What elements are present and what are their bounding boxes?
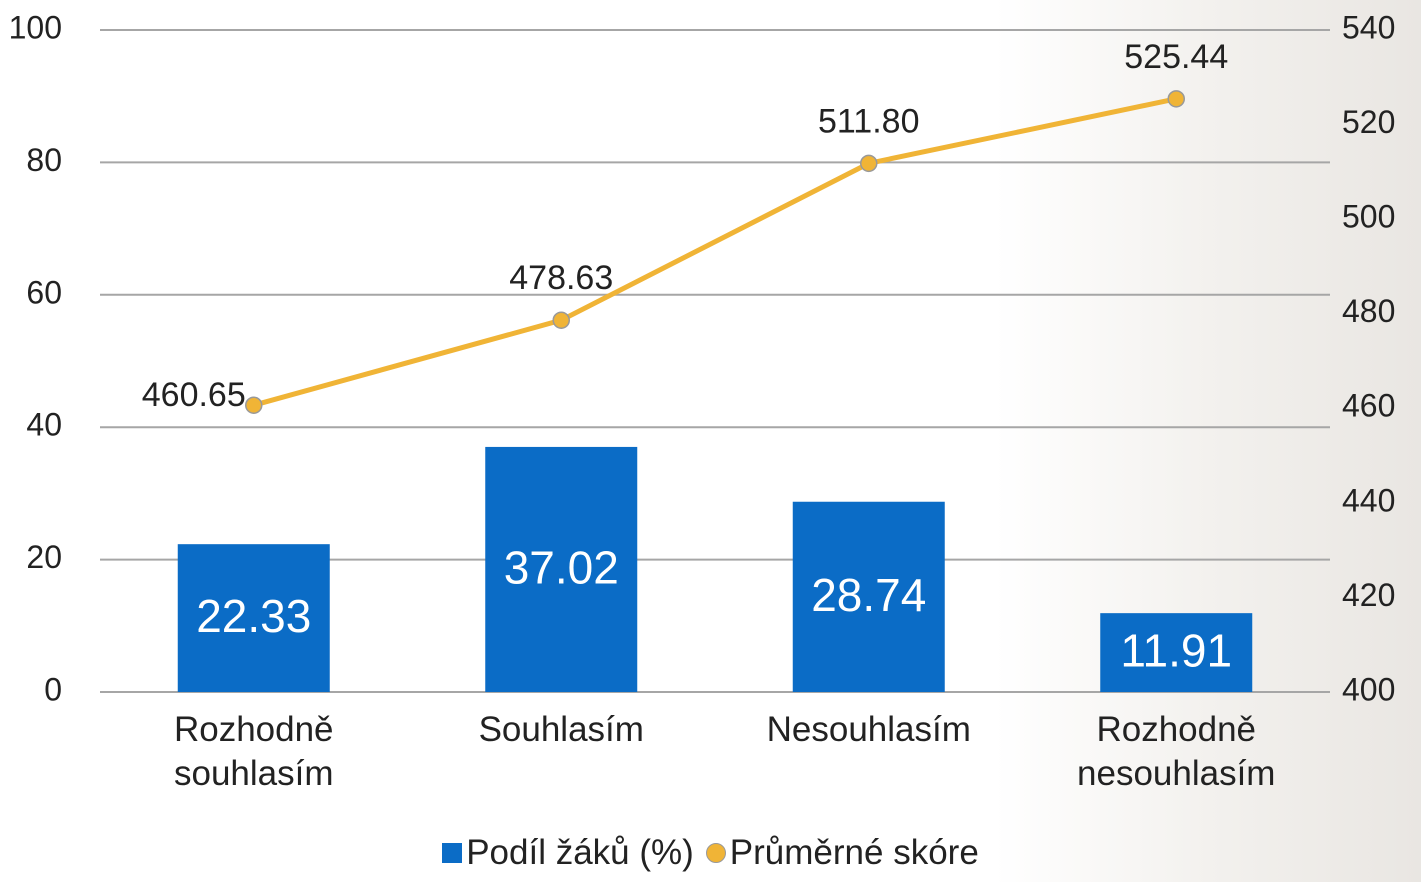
line-marker <box>246 397 262 413</box>
x-tick-label: Rozhodně nesouhlasím <box>1031 708 1321 796</box>
line-value-label: 525.44 <box>1124 38 1228 76</box>
line <box>254 99 1177 405</box>
y-tick-label: 100 <box>9 9 62 45</box>
y-tick-label: 60 <box>26 274 62 310</box>
bar-value-label: 11.91 <box>1120 625 1232 677</box>
bar-value-label: 28.74 <box>811 569 926 621</box>
x-tick-label: Souhlasím <box>416 708 706 752</box>
line-value-label: 478.63 <box>509 259 613 297</box>
line-value-label: 460.65 <box>142 376 246 414</box>
y-tick-label: 80 <box>26 142 62 178</box>
legend: Podíl žáků (%) Průměrné skóre <box>0 832 1421 873</box>
y-tick-label: 0 <box>44 671 62 707</box>
x-tick-label: Rozhodně souhlasím <box>109 708 399 796</box>
y2-tick-label: 540 <box>1342 9 1395 45</box>
y2-tick-label: 480 <box>1342 293 1395 329</box>
y2-tick-label: 440 <box>1342 482 1395 518</box>
bar-value-label: 37.02 <box>504 542 619 594</box>
legend-label: Podíl žáků (%) <box>466 833 694 873</box>
line-marker <box>1168 91 1184 107</box>
x-tick-label: Nesouhlasím <box>724 708 1014 752</box>
y2-tick-label: 420 <box>1342 577 1395 613</box>
bar-value-label: 22.33 <box>196 590 311 642</box>
chart: 0 20 40 60 80 100 400 420 440 460 480 500 520 540 22.3… <box>0 0 1421 882</box>
legend-swatch <box>442 843 462 863</box>
legend-swatch <box>706 843 726 863</box>
y-tick-label: 20 <box>26 539 62 575</box>
y2-tick-label: 520 <box>1342 104 1395 140</box>
y2-tick-label: 400 <box>1342 671 1395 707</box>
legend-item: Podíl žáků (%) <box>442 833 694 873</box>
legend-label: Průměrné skóre <box>730 833 979 873</box>
y2-tick-label: 460 <box>1342 388 1395 424</box>
line-marker <box>861 155 877 171</box>
y2-tick-label: 500 <box>1342 199 1395 235</box>
legend-item: Průměrné skóre <box>706 833 979 873</box>
line-marker <box>553 312 569 328</box>
y-tick-label: 40 <box>26 407 62 443</box>
line-value-label: 511.80 <box>818 102 919 140</box>
